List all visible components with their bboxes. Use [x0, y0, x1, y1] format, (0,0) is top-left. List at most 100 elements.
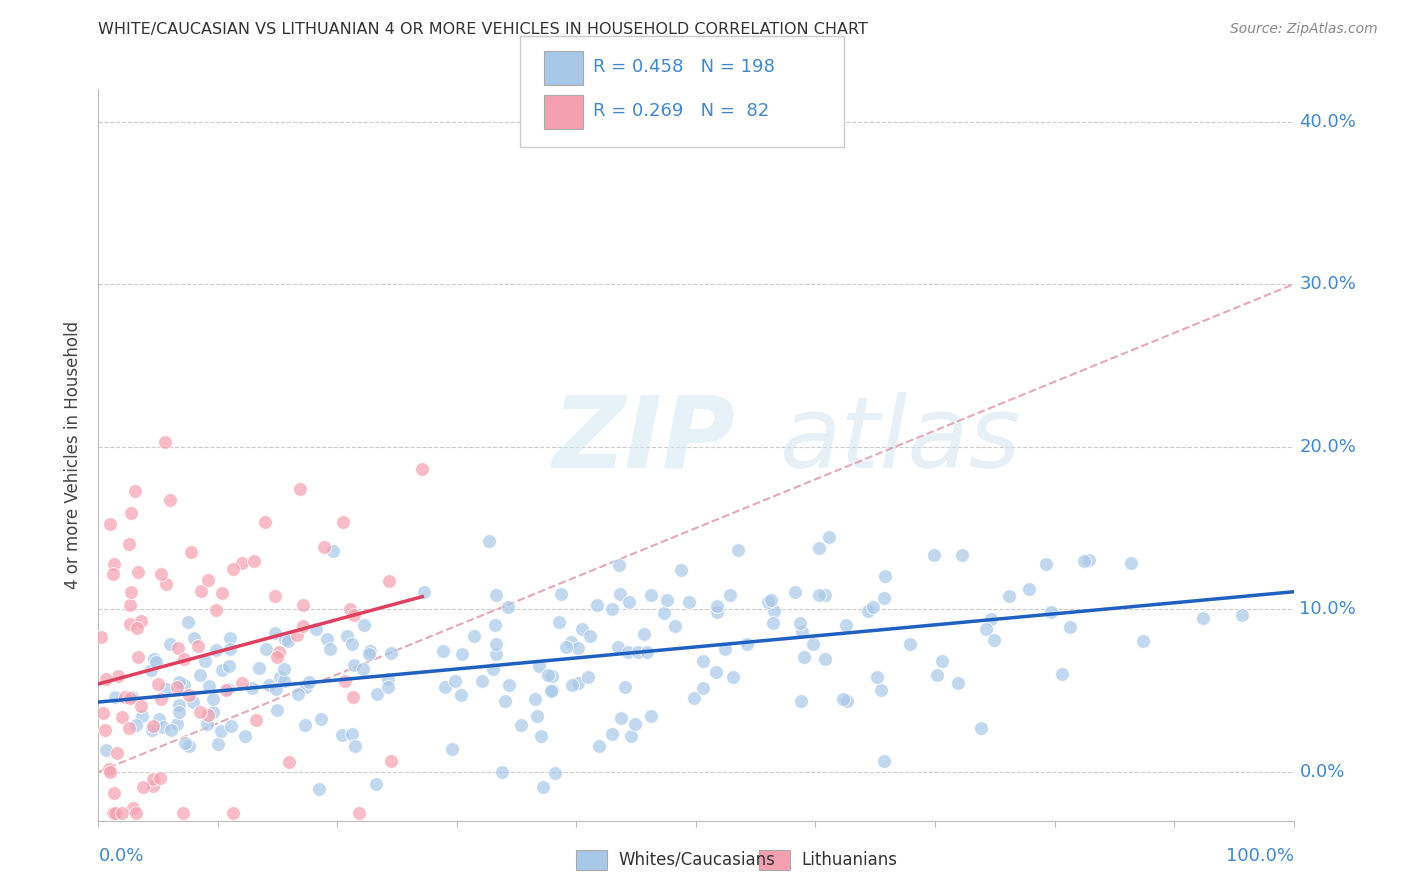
Point	[188, 705, 211, 719]
Point	[485, 647, 508, 661]
Point	[723, 670, 745, 684]
Point	[104, 690, 127, 704]
Point	[533, 780, 555, 794]
Point	[482, 662, 505, 676]
Point	[127, 649, 149, 664]
Point	[866, 670, 889, 684]
Point	[330, 728, 353, 742]
Text: R = 0.458   N = 198: R = 0.458 N = 198	[593, 58, 775, 76]
Point	[125, 805, 148, 820]
Point	[129, 699, 152, 714]
Point	[759, 592, 782, 607]
Point	[183, 632, 205, 646]
Point	[706, 605, 728, 619]
Point	[343, 657, 366, 672]
Text: 20.0%: 20.0%	[1299, 438, 1357, 456]
Point	[600, 602, 623, 616]
Point	[613, 681, 636, 695]
Point	[526, 709, 548, 723]
Point	[312, 540, 335, 554]
Point	[718, 588, 741, 602]
Point	[167, 698, 190, 713]
Point	[118, 616, 141, 631]
Point	[1035, 557, 1057, 571]
Point	[783, 584, 806, 599]
Point	[277, 634, 299, 648]
Point	[600, 727, 623, 741]
Point	[478, 534, 501, 549]
Point	[187, 639, 209, 653]
Point	[494, 694, 516, 708]
Point	[124, 484, 146, 499]
Point	[201, 692, 224, 706]
Point	[180, 544, 202, 558]
Point	[101, 805, 124, 820]
Point	[927, 667, 949, 681]
Point	[291, 619, 314, 633]
Point	[131, 709, 153, 723]
Point	[285, 628, 308, 642]
Point	[485, 588, 508, 602]
Point	[319, 642, 342, 657]
Point	[148, 712, 170, 726]
Point	[1230, 607, 1253, 622]
Point	[240, 681, 263, 696]
Point	[155, 434, 177, 449]
Point	[450, 688, 472, 702]
Point	[118, 598, 141, 612]
Point	[380, 754, 402, 768]
Point	[873, 591, 896, 605]
Point	[253, 516, 276, 530]
Point	[342, 690, 364, 705]
Point	[233, 729, 256, 743]
Text: 0.0%: 0.0%	[1299, 763, 1346, 780]
Point	[353, 618, 375, 632]
Point	[664, 618, 686, 632]
Point	[856, 604, 879, 618]
Point	[305, 622, 328, 636]
Point	[222, 805, 245, 820]
Point	[197, 708, 219, 723]
Point	[152, 720, 174, 734]
Point	[540, 683, 562, 698]
Point	[692, 654, 714, 668]
Point	[540, 683, 562, 698]
Point	[90, 630, 112, 644]
Point	[873, 754, 896, 768]
Point	[606, 640, 628, 654]
Point	[434, 680, 457, 694]
Point	[704, 665, 727, 679]
Text: 30.0%: 30.0%	[1299, 276, 1357, 293]
Point	[159, 493, 181, 508]
Point	[142, 772, 165, 786]
Point	[120, 506, 142, 520]
Point	[194, 654, 217, 668]
Point	[875, 569, 897, 583]
Point	[1059, 620, 1081, 634]
Point	[793, 650, 815, 665]
Point	[131, 780, 153, 795]
Point	[541, 668, 564, 682]
Point	[295, 680, 318, 694]
Point	[274, 632, 297, 646]
Point	[1018, 582, 1040, 596]
Point	[217, 681, 239, 696]
Point	[609, 587, 631, 601]
Point	[207, 737, 229, 751]
Point	[103, 786, 125, 800]
Point	[190, 583, 212, 598]
Point	[413, 584, 436, 599]
Point	[245, 713, 267, 727]
Point	[266, 703, 288, 717]
Point	[756, 595, 779, 609]
Point	[364, 777, 387, 791]
Point	[1119, 556, 1142, 570]
Text: Source: ZipAtlas.com: Source: ZipAtlas.com	[1230, 22, 1378, 37]
Point	[692, 681, 714, 695]
Text: Lithuanians: Lithuanians	[801, 851, 897, 869]
Point	[149, 692, 172, 706]
Point	[343, 739, 366, 754]
Point	[125, 718, 148, 732]
Point	[586, 598, 609, 612]
Point	[94, 672, 117, 686]
